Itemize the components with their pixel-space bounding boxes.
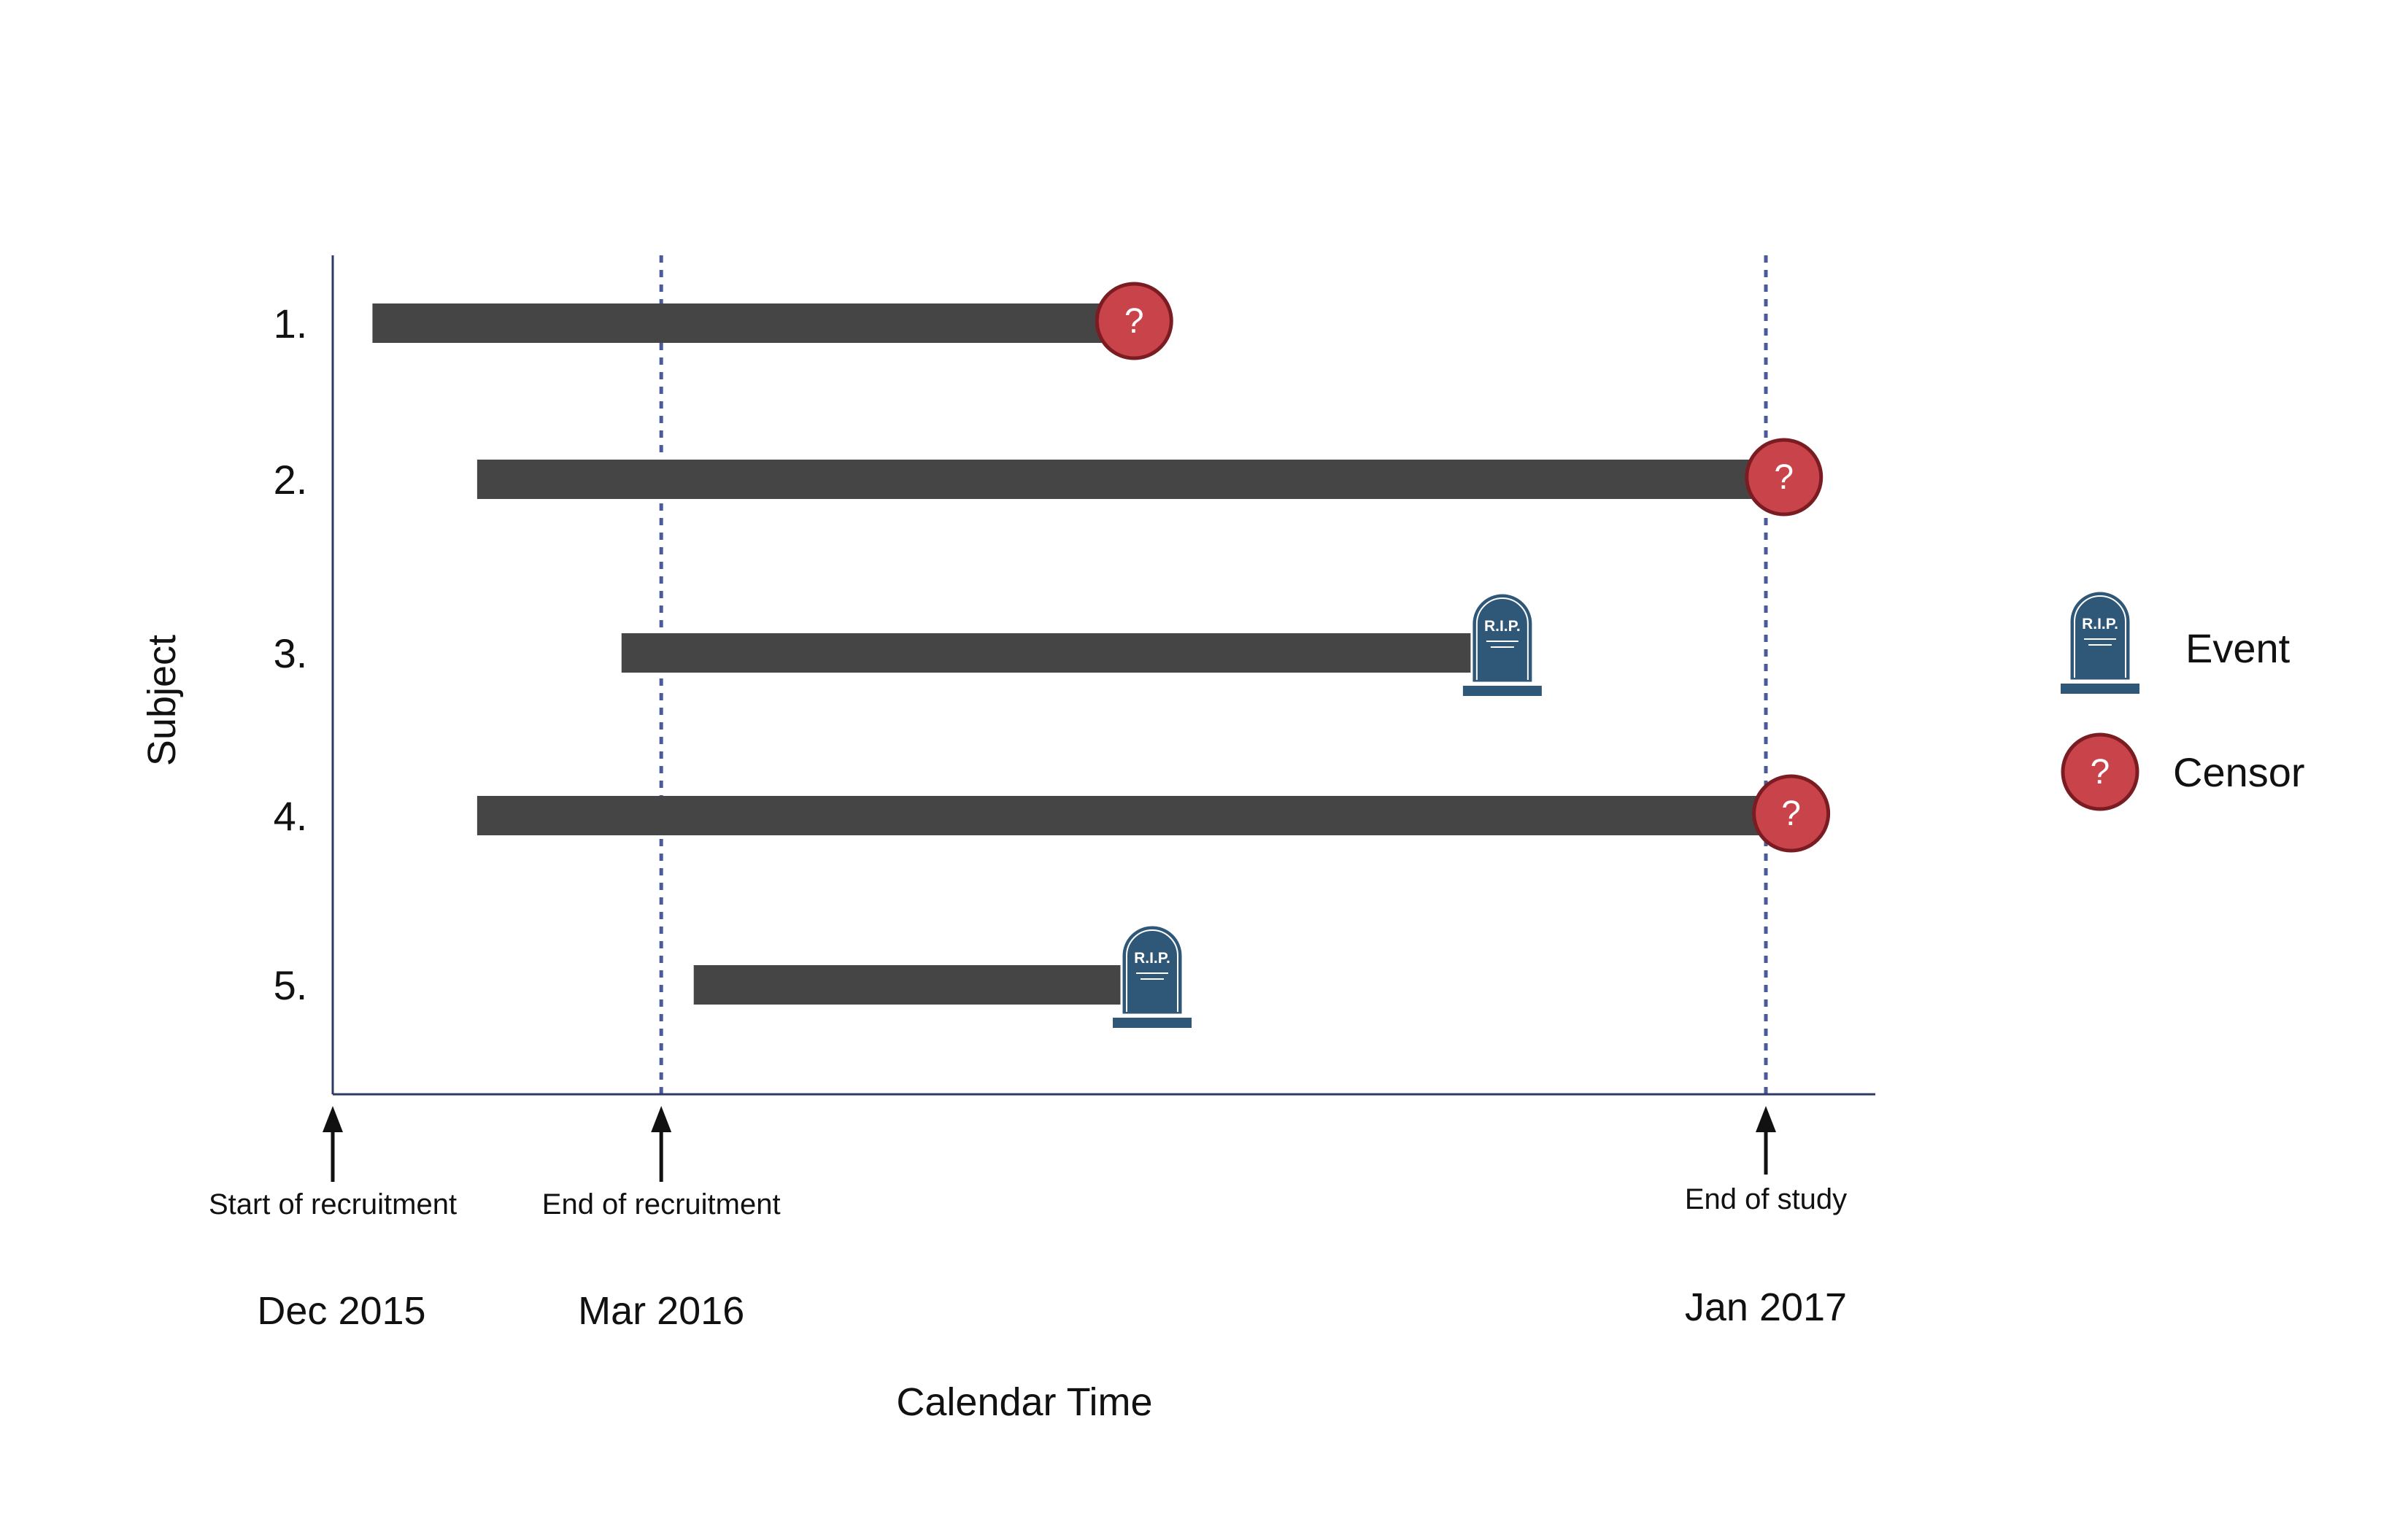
subject-bar-3 (621, 633, 1502, 673)
subject-labels: 1. 2. 3. 4. 5. (274, 301, 308, 1008)
x-axis-title: Calendar Time (896, 1380, 1152, 1424)
timeline-annotations: Start of recruitment Dec 2015 End of recru… (209, 1106, 1847, 1333)
x-tick-label-1: Mar 2016 (578, 1289, 744, 1333)
event-marker-3: R.I.P. (1462, 592, 1542, 696)
x-tick-label-2: Jan 2017 (1685, 1285, 1847, 1329)
svg-text:?: ? (1124, 302, 1144, 341)
event-marker-5: R.I.P. (1112, 924, 1192, 1028)
arrow-head-2 (1756, 1106, 1776, 1132)
timeline-annotation-1: End of recruitment (542, 1188, 781, 1220)
censor-marker-1: ? (1095, 282, 1173, 360)
subject-bar-2 (476, 460, 1784, 499)
legend-question-circle-icon: ? (2061, 732, 2139, 811)
censor-marker-4: ? (1752, 774, 1831, 853)
arrow-head-0 (323, 1106, 343, 1132)
svg-text:R.I.P.: R.I.P. (2082, 616, 2118, 632)
svg-text:R.I.P.: R.I.P. (1134, 950, 1170, 967)
svg-text:R.I.P.: R.I.P. (1484, 618, 1521, 635)
arrow-head-1 (651, 1106, 672, 1132)
subject-bars (372, 303, 1791, 1005)
legend-label-event: Event (2185, 625, 2291, 671)
subject-label-5: 5. (274, 962, 308, 1008)
axes (331, 255, 1875, 1096)
x-tick-label-0: Dec 2015 (257, 1289, 425, 1333)
legend-label-censor: Censor (2173, 749, 2305, 795)
subject-label-4: 4. (274, 793, 308, 839)
svg-text:?: ? (2091, 753, 2110, 792)
subject-label-2: 2. (274, 457, 308, 503)
y-axis-title: Subject (140, 635, 184, 766)
subject-bar-5 (693, 965, 1152, 1005)
censor-marker-2: ? (1745, 438, 1824, 517)
legend: R.I.P. Event? Censor (2061, 589, 2305, 811)
subject-bar-1 (372, 303, 1135, 343)
svg-text:?: ? (1774, 458, 1794, 497)
outcome-markers: ?? R.I.P.? R.I.P. (1095, 282, 1831, 1028)
subject-bar-4 (476, 796, 1791, 835)
timeline-annotation-2: End of study (1685, 1183, 1847, 1215)
timeline-annotation-0: Start of recruitment (209, 1188, 457, 1220)
legend-tombstone-icon: R.I.P. (2061, 589, 2139, 694)
subject-label-1: 1. (274, 301, 308, 347)
subject-label-3: 3. (274, 630, 308, 676)
svg-text:?: ? (1781, 794, 1801, 833)
